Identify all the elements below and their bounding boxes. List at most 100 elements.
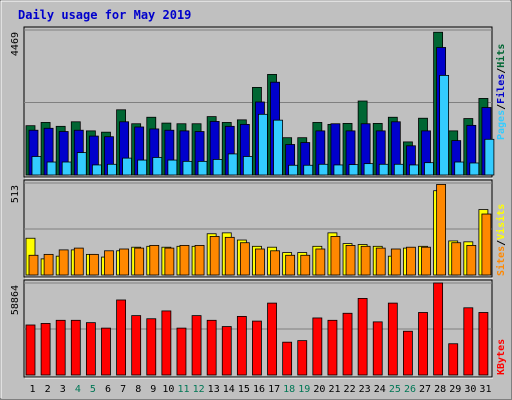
bar-sites-day-12 — [194, 245, 205, 276]
bar-pages-day-8 — [137, 159, 148, 176]
x-tick-label-day-15: 15 — [238, 384, 250, 395]
bar-sites-day-18 — [285, 254, 296, 276]
bar-kbytes-day-2 — [40, 323, 51, 376]
legend-entry: Hits — [495, 44, 507, 68]
bar-kbytes-day-14 — [221, 326, 232, 376]
panel-kbytes: 58864 — [10, 279, 493, 379]
bar-pages-day-21 — [333, 164, 344, 176]
legend-entry: Files — [495, 74, 507, 104]
side-label-bottom: KBytes — [496, 339, 507, 375]
x-tick-label-day-14: 14 — [223, 384, 235, 395]
bar-sites-day-22 — [345, 245, 356, 276]
chart-title: Daily usage for May 2019 — [18, 8, 191, 22]
x-tick-label-day-8: 8 — [135, 384, 141, 395]
panel-visits-sites: 513 — [10, 179, 493, 279]
bar-kbytes-day-8 — [131, 315, 142, 376]
bar-pages-day-7 — [122, 157, 132, 176]
x-tick-label-day-16: 16 — [253, 384, 265, 395]
x-tick-label-day-19: 19 — [298, 384, 310, 395]
bar-pages-day-24 — [378, 163, 389, 176]
bar-kbytes-day-31 — [478, 312, 489, 376]
bar-kbytes-day-11 — [176, 327, 187, 376]
x-tick-label-day-30: 30 — [464, 384, 476, 395]
bar-pages-day-23 — [363, 163, 374, 176]
panel-hits-files-pages: 4469 — [10, 26, 495, 179]
bar-kbytes-day-28 — [433, 282, 444, 376]
bar-pages-day-29 — [454, 161, 465, 176]
bar-pages-day-16 — [258, 113, 268, 176]
bar-sites-day-21 — [330, 236, 341, 276]
x-tick-label-day-22: 22 — [344, 384, 356, 395]
bar-kbytes-day-13 — [206, 319, 217, 376]
bar-kbytes-day-16 — [252, 320, 262, 376]
bar-sites-day-29 — [451, 242, 462, 276]
bar-sites-day-16 — [255, 248, 265, 276]
bar-pages-day-2 — [46, 161, 57, 176]
legend-entry: Visits — [495, 204, 507, 240]
side-label-middle: Sites/Visits — [495, 204, 507, 276]
bar-kbytes-day-10 — [161, 310, 172, 376]
bar-kbytes-day-9 — [146, 318, 157, 376]
x-tick-label-day-29: 29 — [449, 384, 461, 395]
bar-pages-day-1 — [31, 156, 42, 176]
bar-kbytes-day-5 — [85, 322, 96, 376]
bar-sites-day-2 — [43, 253, 54, 276]
x-tick-label-day-28: 28 — [434, 384, 446, 395]
bar-pages-day-20 — [318, 163, 329, 176]
bar-sites-day-20 — [315, 248, 326, 276]
x-tick-label-day-2: 2 — [45, 384, 51, 395]
x-tick-label-day-24: 24 — [374, 384, 386, 395]
legend-entry: / — [496, 104, 507, 110]
bar-kbytes-day-3 — [55, 319, 66, 376]
bar-pages-day-15 — [242, 156, 253, 176]
x-tick-label-day-4: 4 — [75, 384, 81, 395]
bar-pages-day-5 — [91, 164, 102, 176]
bar-sites-day-14 — [224, 236, 235, 276]
x-tick-label-day-21: 21 — [328, 384, 340, 395]
legend-entry: / — [496, 68, 507, 74]
bar-pages-day-14 — [227, 153, 238, 176]
legend-entry: / — [496, 240, 507, 246]
bar-pages-day-19 — [303, 164, 314, 176]
x-tick-label-day-11: 11 — [177, 384, 189, 395]
bar-kbytes-day-25 — [387, 302, 398, 376]
side-label-top: Pages/Files/Hits — [495, 44, 507, 140]
bar-pages-day-27 — [424, 162, 434, 176]
bar-kbytes-day-7 — [116, 299, 126, 376]
bar-kbytes-day-24 — [372, 321, 383, 376]
x-tick-label-day-12: 12 — [193, 384, 205, 395]
bar-sites-day-31 — [481, 213, 492, 276]
bar-kbytes-day-12 — [191, 315, 202, 376]
x-axis-labels: 1 2 3 4 5 6 7 8 9 10 11 12 13 14 15 16 17 18 19 20 21 22 23 24 2… — [30, 384, 492, 395]
x-tick-label-day-20: 20 — [313, 384, 325, 395]
bar-kbytes-day-29 — [448, 343, 459, 376]
bar-sites-day-4 — [73, 247, 84, 276]
x-tick-label-day-13: 13 — [208, 384, 220, 395]
bar-pages-day-3 — [61, 161, 72, 176]
x-tick-label-day-10: 10 — [162, 384, 174, 395]
chart-panels: 4469 513 58864 — [10, 26, 495, 379]
bar-kbytes-day-4 — [70, 319, 81, 376]
bar-pages-day-25 — [393, 163, 404, 176]
bar-pages-day-31 — [484, 138, 495, 176]
bar-kbytes-day-17 — [267, 302, 277, 376]
bar-pages-day-4 — [76, 152, 87, 176]
bar-pages-day-13 — [212, 159, 223, 176]
bar-pages-day-12 — [197, 160, 208, 176]
y-axis-max-label: 58864 — [10, 285, 21, 315]
bar-sites-day-10 — [164, 247, 175, 276]
bar-kbytes-day-6 — [101, 327, 111, 376]
x-tick-label-day-1: 1 — [30, 384, 36, 395]
bar-pages-day-17 — [273, 119, 283, 176]
bar-sites-day-24 — [375, 247, 386, 276]
bar-kbytes-day-18 — [282, 341, 293, 376]
bar-sites-day-25 — [390, 248, 401, 276]
x-tick-label-day-3: 3 — [60, 384, 66, 395]
x-tick-label-day-31: 31 — [479, 384, 491, 395]
bar-kbytes-day-23 — [357, 298, 368, 376]
x-tick-label-day-17: 17 — [268, 384, 280, 395]
bar-sites-day-6 — [104, 250, 114, 276]
series-legend: Pages/Files/Hits Sites/Visits KBytes — [495, 44, 507, 375]
